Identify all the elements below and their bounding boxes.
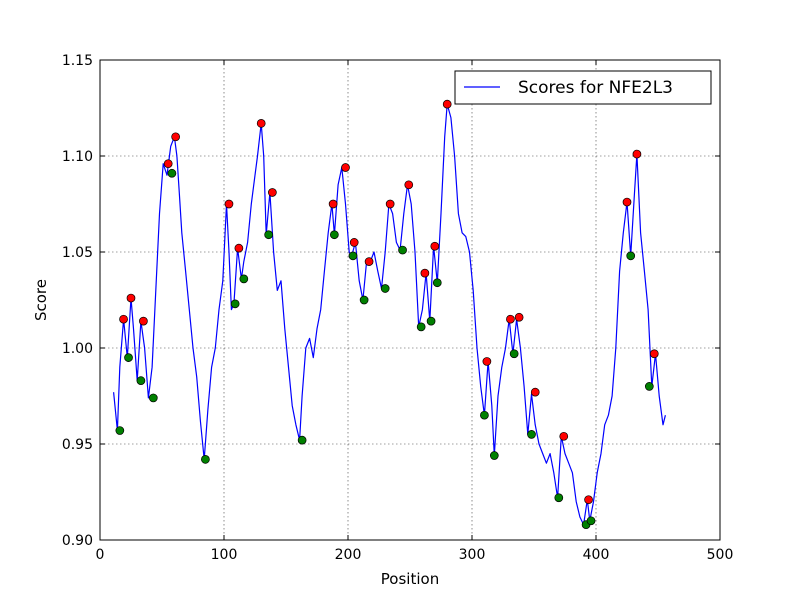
legend: Scores for NFE2L3 [454,70,712,105]
peak-marker [385,199,395,209]
trough-marker [201,455,210,464]
peak-marker [632,149,642,159]
trough-marker [115,426,125,435]
trough-marker [644,382,654,391]
peak-marker [514,312,524,322]
y-tick-label: 1.00 [62,341,93,357]
peak-marker [482,357,492,366]
marker-layer [115,99,659,529]
trough-marker [416,322,426,332]
x-tick-label: 400 [583,547,610,563]
peak-marker [234,243,244,253]
y-tick-label: 0.95 [62,437,93,453]
peak-marker [584,495,593,505]
peak-marker [404,180,414,190]
y-axis-title: Score [32,279,50,321]
trough-marker [230,299,240,309]
plot-frame [99,59,721,541]
y-tick-label: 1.15 [62,53,93,69]
trough-marker [297,435,307,445]
peak-marker [622,197,632,207]
x-axis-title: Position [381,570,439,588]
peak-marker [119,314,128,324]
peak-marker [649,349,659,359]
trough-marker [426,316,436,326]
trough-marker [432,278,442,288]
peak-marker [171,132,180,142]
x-tick-labels: 0 100 200 300 400 500 [96,547,734,563]
y-tick-labels: 0.90 0.95 1.00 1.05 1.10 1.15 [62,53,93,549]
peak-marker [349,238,359,247]
peak-marker [139,316,148,326]
peak-marker [268,188,277,197]
peak-marker [224,199,234,209]
peak-marker [364,257,374,266]
y-tick-label: 0.90 [62,533,93,549]
peak-marker [559,431,569,441]
trough-marker [509,349,519,359]
trough-marker [398,245,407,255]
trough-marker [136,376,146,385]
trough-marker [554,493,564,503]
x-tick-label: 500 [707,547,734,563]
peak-marker [341,163,350,172]
trough-marker [148,393,158,403]
trough-marker [489,451,499,460]
x-tick-label: 300 [459,547,486,563]
x-tick-label: 200 [335,547,362,563]
series-line-layer [113,103,666,526]
trough-marker [480,410,489,420]
peak-marker [506,314,515,324]
series-line-nfe2l3 [113,103,666,526]
peak-marker [442,99,452,109]
trough-marker [239,274,249,284]
peak-marker [530,387,540,397]
trough-marker [167,168,177,178]
peak-marker [256,119,266,128]
trough-marker [380,284,390,293]
trough-marker [586,516,596,526]
trough-marker [626,251,636,261]
peak-marker [163,159,173,169]
peak-marker [430,241,440,251]
peak-marker [420,268,430,278]
trough-marker [330,230,339,240]
axis-ticks [99,59,721,541]
peak-marker [328,199,338,209]
y-tick-label: 1.05 [62,245,93,261]
legend-label: Scores for NFE2L3 [518,78,673,98]
trough-marker [359,295,369,305]
x-tick-label: 100 [211,547,238,563]
trough-marker [124,353,133,362]
trough-marker [348,251,358,261]
x-tick-label: 0 [96,547,105,563]
trough-marker [264,230,273,240]
trough-marker [527,430,536,439]
peak-marker [126,293,136,303]
y-tick-label: 1.10 [62,149,93,165]
